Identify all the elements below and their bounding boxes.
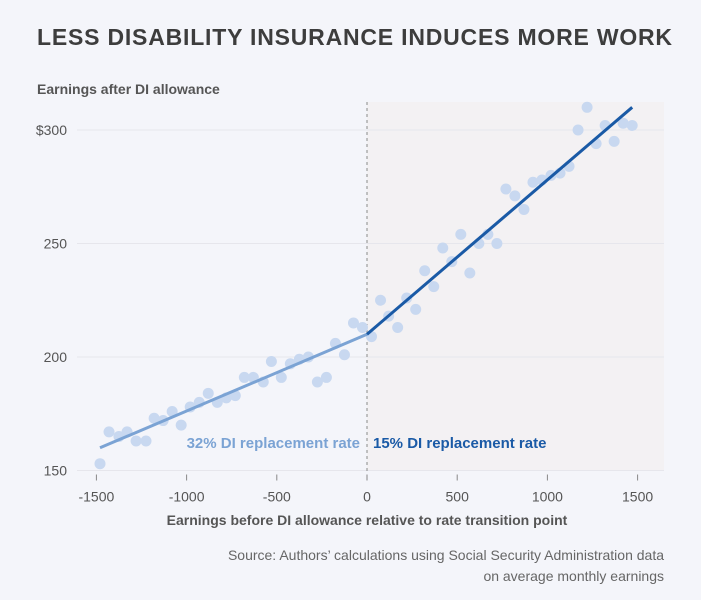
- data-point: [356, 321, 368, 333]
- data-point: [238, 371, 250, 383]
- x-tick-label: -1500: [78, 489, 114, 505]
- data-point: [94, 458, 106, 470]
- data-point: [392, 321, 404, 333]
- right-region-shade: [367, 102, 664, 471]
- y-tick-label: 200: [44, 349, 68, 365]
- data-point: [347, 317, 359, 329]
- data-point: [375, 294, 387, 306]
- y-tick-label: 150: [44, 463, 68, 479]
- x-tick-label: 1000: [532, 489, 563, 505]
- data-point: [419, 265, 431, 277]
- data-point: [509, 190, 521, 202]
- data-point: [527, 176, 539, 188]
- source-line-1: Source: Authors’ calculations using Soci…: [227, 547, 664, 563]
- data-point: [311, 376, 323, 388]
- data-point: [275, 371, 287, 383]
- data-point: [202, 387, 214, 399]
- data-point: [175, 419, 187, 431]
- data-point: [140, 435, 152, 447]
- y-tick-label: 250: [44, 236, 68, 252]
- chart-title: LESS DISABILITY INSURANCE INDUCES MORE W…: [37, 24, 673, 50]
- x-tick-label: -1000: [169, 489, 205, 505]
- y-axis-label: Earnings after DI allowance: [37, 81, 220, 97]
- data-point: [166, 405, 178, 417]
- data-point: [500, 183, 512, 195]
- data-point: [428, 281, 440, 293]
- data-point: [130, 435, 142, 447]
- x-tick-label: 500: [446, 489, 470, 505]
- data-point: [518, 203, 530, 215]
- data-point: [338, 349, 350, 361]
- source-line-2: on average monthly earnings: [483, 568, 664, 584]
- data-point: [265, 356, 277, 368]
- left-fit-line: [99, 332, 368, 450]
- source-note: Source: Authors’ calculations using Soci…: [228, 545, 664, 587]
- data-point: [148, 412, 160, 424]
- data-point: [437, 242, 449, 254]
- data-point: [410, 303, 422, 315]
- data-point: [608, 135, 620, 147]
- x-tick-label: -500: [263, 489, 291, 505]
- x-axis-label: Earnings before DI allowance relative to…: [166, 512, 568, 528]
- y-tick-label: $300: [36, 122, 67, 138]
- data-point: [491, 238, 503, 249]
- data-point: [626, 119, 638, 131]
- right-fit-line: [366, 106, 634, 336]
- data-point: [455, 228, 467, 240]
- data-point: [572, 124, 584, 136]
- data-point: [464, 267, 476, 279]
- data-point: [581, 101, 593, 113]
- x-tick-label: 0: [363, 489, 371, 505]
- x-tick-label: 1500: [622, 489, 653, 505]
- data-point: [617, 117, 629, 129]
- data-point: [103, 426, 115, 438]
- data-point: [320, 371, 332, 383]
- left-rate-annotation: 32% DI replacement rate: [187, 435, 360, 452]
- right-rate-annotation: 15% DI replacement rate: [373, 435, 546, 452]
